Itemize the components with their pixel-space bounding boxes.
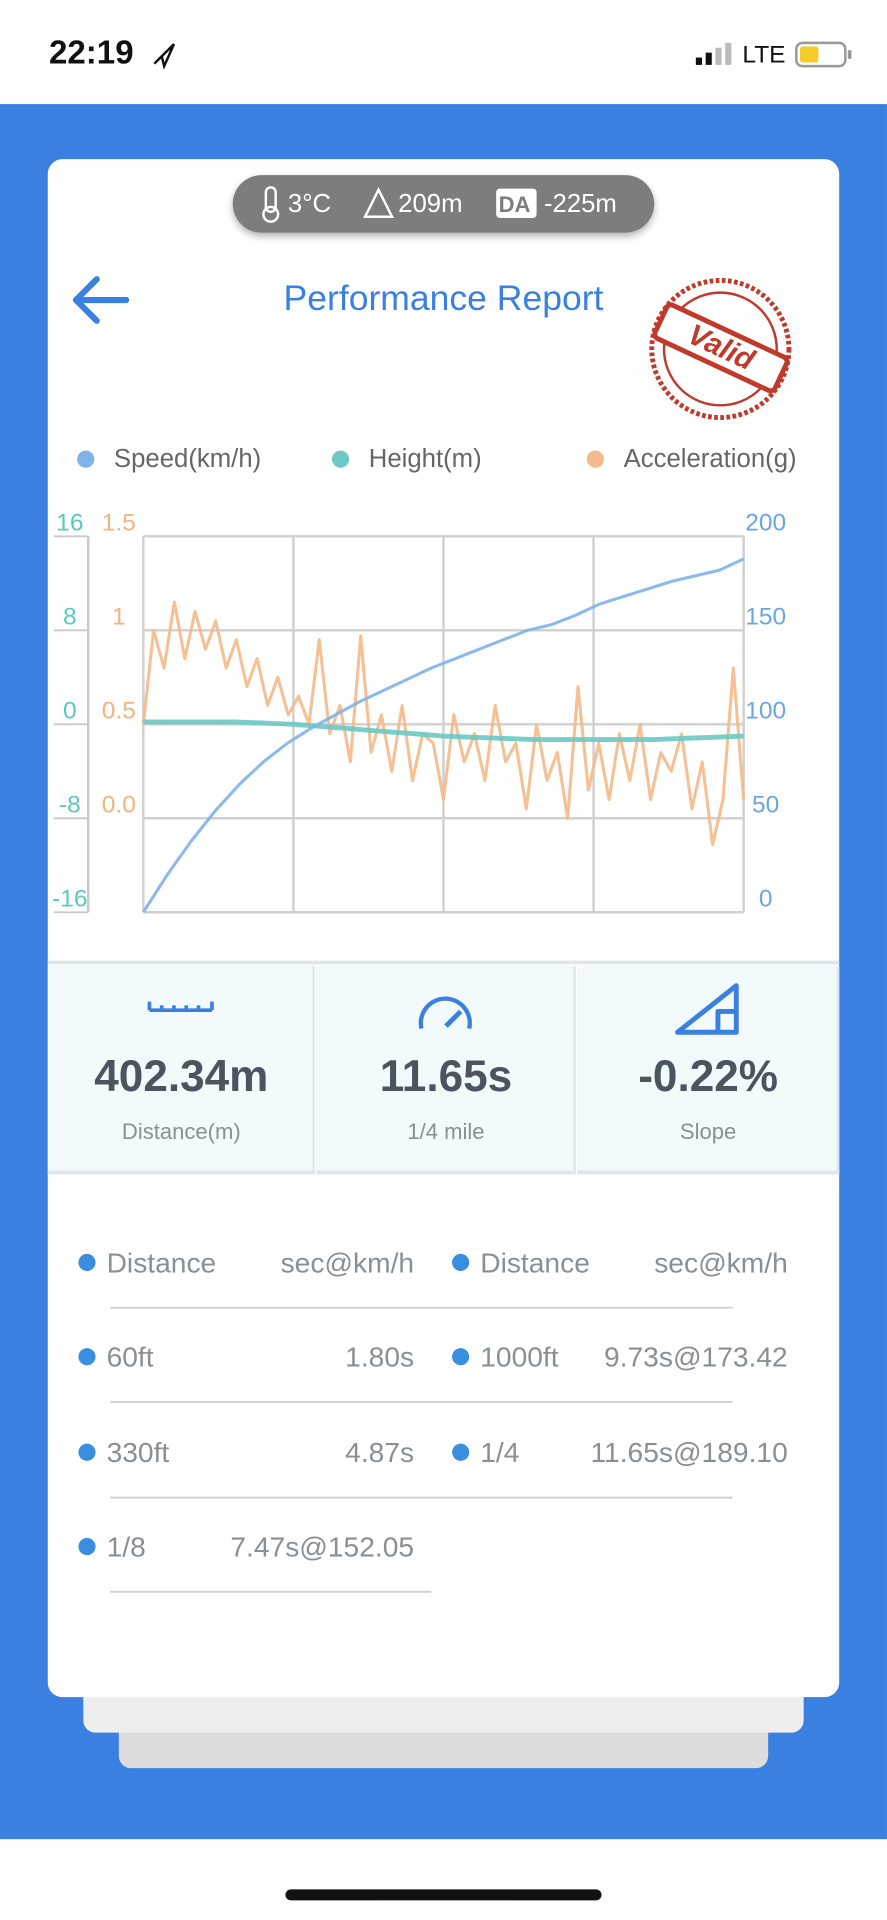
back-button[interactable]	[67, 272, 134, 331]
legend-label: Speed(km/h)	[114, 445, 261, 473]
stat-value: 11.65s	[379, 1050, 513, 1101]
tick-label: 50	[752, 791, 779, 818]
bullet	[78, 1253, 96, 1272]
cell-value: 7.47s@152.05	[230, 1530, 415, 1563]
cell-label: 330ft	[106, 1436, 170, 1469]
density-altitude: -225m	[543, 189, 617, 218]
network: LTE	[742, 41, 786, 69]
stat-value: 402.34m	[94, 1050, 269, 1101]
clock: 22:19	[49, 34, 134, 72]
cell-value: sec@km/h	[654, 1246, 788, 1279]
tick-label: 1	[112, 604, 126, 631]
bullet	[78, 1537, 96, 1556]
cell-label: 1/4	[480, 1436, 520, 1469]
conditions-icons	[262, 186, 537, 223]
cell-value: 1.80s	[345, 1340, 415, 1373]
valid-stamp: Valid	[649, 277, 792, 421]
bullet	[78, 1443, 96, 1461]
cell-label: 1000ft	[480, 1340, 559, 1373]
bullet	[78, 1348, 96, 1366]
stat-icons	[147, 983, 739, 1035]
stat-label: Distance(m)	[121, 1119, 241, 1144]
cell-value: sec@km/h	[280, 1246, 415, 1279]
tick-label: 0	[63, 698, 77, 725]
tick-label: 0.5	[102, 698, 136, 725]
cell-label: 60ft	[106, 1340, 154, 1373]
series-line	[142, 557, 745, 914]
legend-dot	[77, 450, 95, 468]
conditions-pill	[232, 175, 655, 233]
chart: Speed(km/h) Height(m) Acceleration(g) 16 8 0 -…	[47, 445, 840, 965]
da-label: DA	[498, 192, 531, 217]
table-marks	[78, 1253, 733, 1593]
cell-value: 11.65s@189.10	[590, 1436, 788, 1469]
tick-label: 16	[56, 510, 83, 537]
cell-value: 9.73s@173.42	[604, 1340, 788, 1373]
legend-label: Acceleration(g)	[624, 445, 797, 473]
page-title: Performance Report	[283, 279, 604, 319]
cell-label: Distance	[480, 1246, 590, 1279]
tick-label: 200	[745, 510, 786, 537]
tick-label: -16	[52, 885, 87, 912]
tick-label: 150	[745, 604, 786, 631]
tick-label: 0	[759, 885, 773, 912]
stat-label: Slope	[679, 1119, 737, 1144]
home-indicator	[285, 1889, 602, 1901]
tick-label: 1.5	[102, 510, 136, 537]
series-line	[141, 600, 746, 847]
temperature: 3°C	[287, 189, 332, 218]
bullet	[452, 1253, 470, 1272]
card	[47, 159, 840, 1698]
tick-label: 0.0	[102, 791, 136, 818]
bullet	[452, 1348, 470, 1366]
cell-label: 1/8	[106, 1530, 146, 1563]
tick-label: 8	[63, 604, 77, 631]
series-line	[143, 719, 744, 743]
cell-value: 4.87s	[345, 1436, 415, 1469]
status-icons	[153, 41, 852, 70]
stat-value: -0.22%	[638, 1050, 778, 1101]
legend-label: Height(m)	[369, 445, 482, 473]
stat-label: 1/4 mile	[407, 1119, 485, 1144]
legend-dot	[586, 450, 604, 468]
tick-label: -8	[59, 791, 81, 818]
legend-dot	[332, 450, 350, 468]
cell-label: Distance	[106, 1246, 217, 1279]
stat-cell	[577, 966, 840, 1175]
stat-cell	[316, 966, 576, 1175]
altitude: 209m	[398, 189, 463, 218]
bullet	[452, 1443, 470, 1461]
stat-cell	[47, 966, 315, 1175]
tick-label: 100	[745, 698, 786, 725]
